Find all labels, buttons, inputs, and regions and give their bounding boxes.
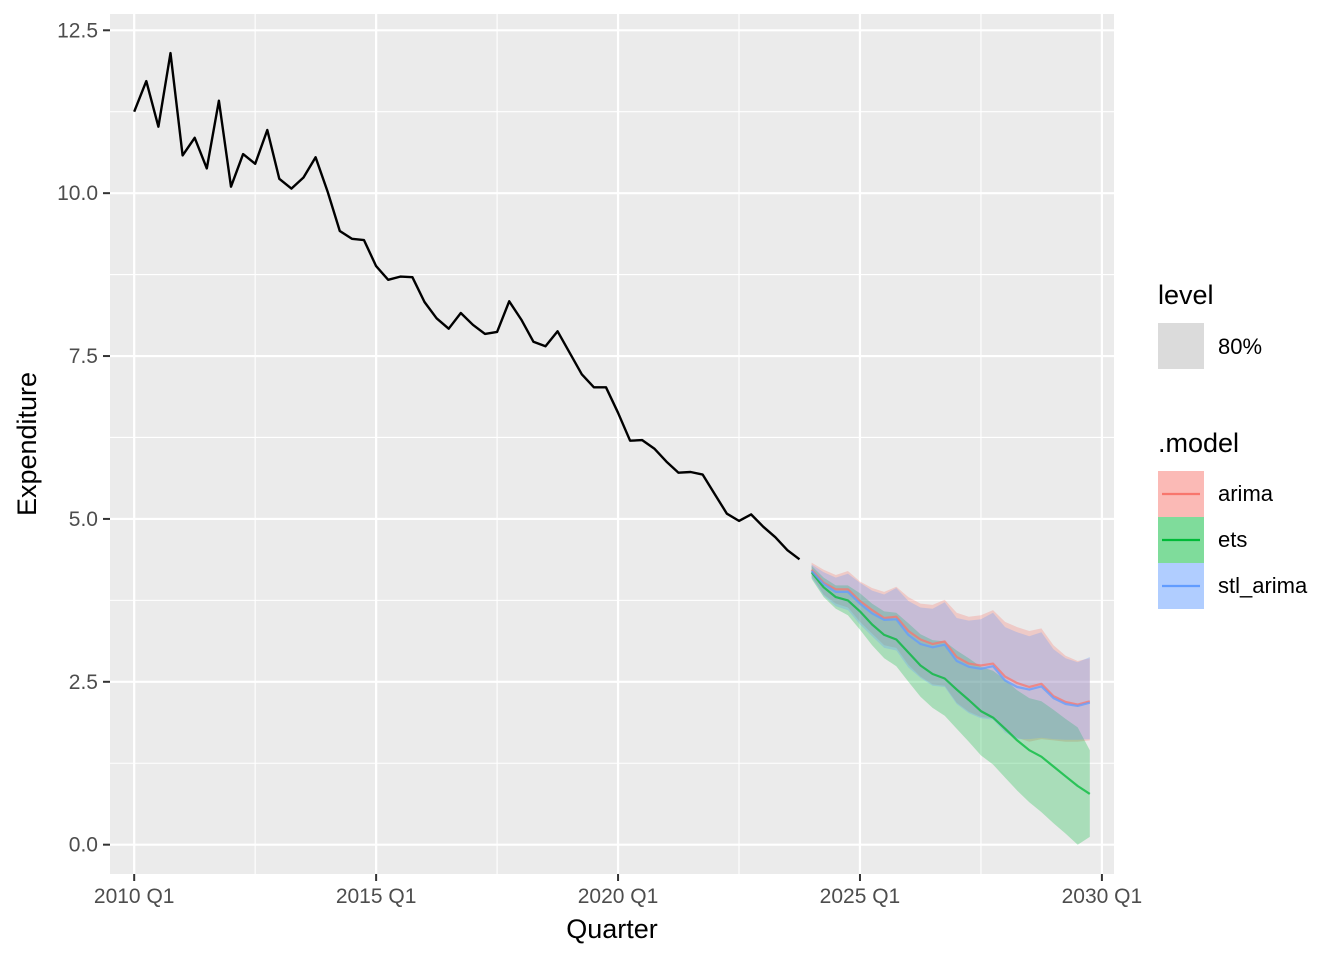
x-tick-label: 2025 Q1 — [820, 885, 901, 908]
forecast-line-arima — [810, 568, 1091, 706]
y-tick-label: 10.0 — [57, 182, 98, 205]
y-tick-label: 7.5 — [69, 345, 98, 368]
x-axis: 2010 Q1 2015 Q1 2020 Q1 2025 Q1 2030 Q1 — [94, 874, 1142, 908]
series-lines — [133, 51, 1091, 795]
x-tick-label: 2020 Q1 — [578, 885, 659, 908]
minor-gridlines — [110, 14, 1114, 874]
y-tick-label: 2.5 — [69, 671, 98, 694]
legend-model-label-arima: arima — [1218, 481, 1274, 506]
legend-level-label: 80% — [1218, 334, 1262, 359]
forecast-line-ets — [810, 571, 1091, 795]
legend-level-key — [1158, 323, 1204, 369]
history-line — [133, 51, 801, 561]
x-tick-label: 2010 Q1 — [94, 885, 175, 908]
y-axis-title: Expenditure — [12, 372, 42, 516]
y-tick-label: 0.0 — [69, 834, 98, 857]
y-tick-label: 12.5 — [57, 19, 98, 42]
legend-model-keys — [1158, 471, 1204, 609]
x-tick-label: 2015 Q1 — [336, 885, 417, 908]
legend-level: level 80% — [1158, 280, 1262, 369]
y-tick-label: 5.0 — [69, 508, 98, 531]
legend-level-title: level — [1158, 280, 1214, 310]
major-gridlines — [110, 14, 1114, 874]
legend-model-label-stl-arima: stl_arima — [1218, 573, 1308, 598]
x-axis-title: Quarter — [566, 914, 658, 944]
forecast-line-stl-arima — [810, 570, 1091, 708]
y-axis: 0.0 2.5 5.0 7.5 10.0 12.5 — [57, 19, 110, 857]
legend-model-title: .model — [1158, 428, 1239, 458]
legend-model-label-ets: ets — [1218, 527, 1247, 552]
legend-model: .model arima ets stl_arima — [1158, 428, 1308, 609]
x-tick-label: 2030 Q1 — [1062, 885, 1143, 908]
forecast-band-ets — [811, 565, 1090, 845]
panel-background — [110, 14, 1114, 874]
